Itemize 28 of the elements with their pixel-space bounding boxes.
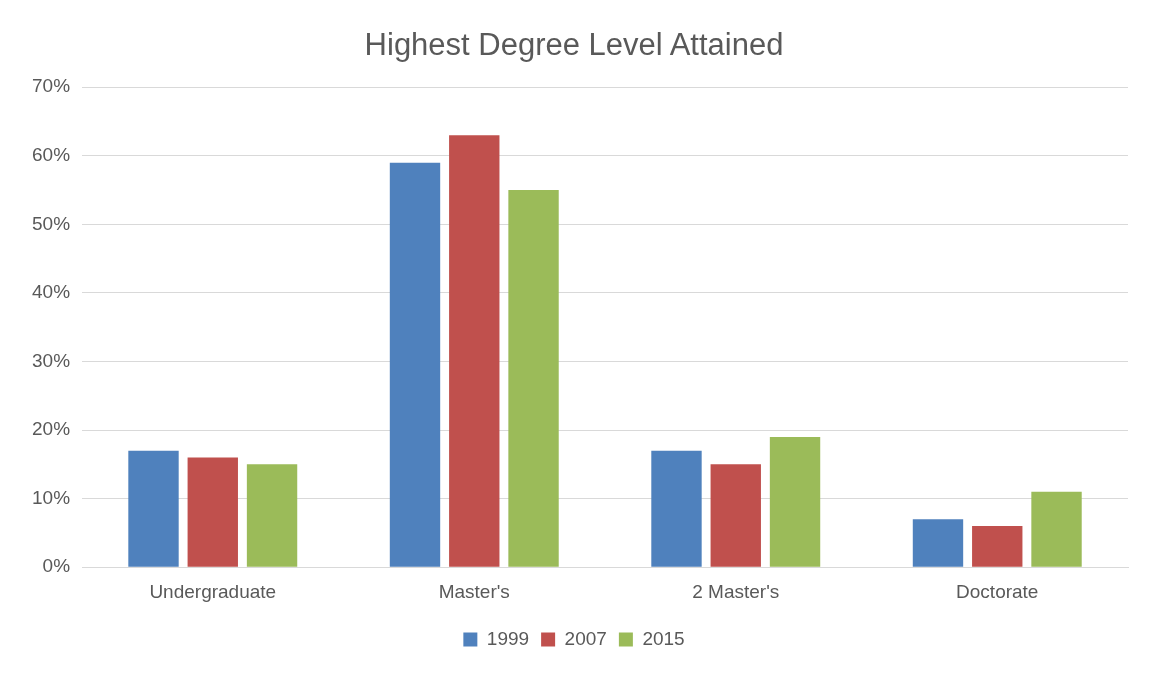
x-tick-label: Undergraduate (149, 580, 277, 602)
y-tick-label: 40% (32, 281, 71, 303)
x-tick-label: 2 Master's (692, 580, 780, 602)
x-tick-label: Doctorate (956, 580, 1039, 602)
bar (449, 135, 500, 567)
bar (128, 450, 179, 567)
y-tick-label: 70% (32, 75, 71, 97)
bar (187, 457, 238, 567)
legend-label: 1999 (486, 627, 530, 649)
bar (389, 162, 441, 567)
y-tick-label: 0% (42, 555, 71, 577)
y-tick-label: 60% (32, 144, 71, 166)
x-tick-label: Master's (438, 580, 510, 602)
y-tick-label: 50% (32, 212, 71, 234)
bar (246, 464, 298, 567)
y-tick-label: 20% (32, 418, 71, 440)
bar (710, 464, 761, 567)
bar (972, 526, 1023, 567)
y-tick-label: 30% (32, 349, 71, 371)
legend-label: 2015 (642, 627, 685, 649)
bar (651, 450, 702, 567)
y-tick-label: 10% (32, 486, 71, 508)
bar (912, 519, 964, 567)
bar (508, 190, 559, 567)
chart-title: Highest Degree Level Attained (364, 27, 784, 63)
bar (769, 436, 821, 567)
legend-label: 2007 (564, 627, 607, 649)
bar (1031, 491, 1082, 567)
